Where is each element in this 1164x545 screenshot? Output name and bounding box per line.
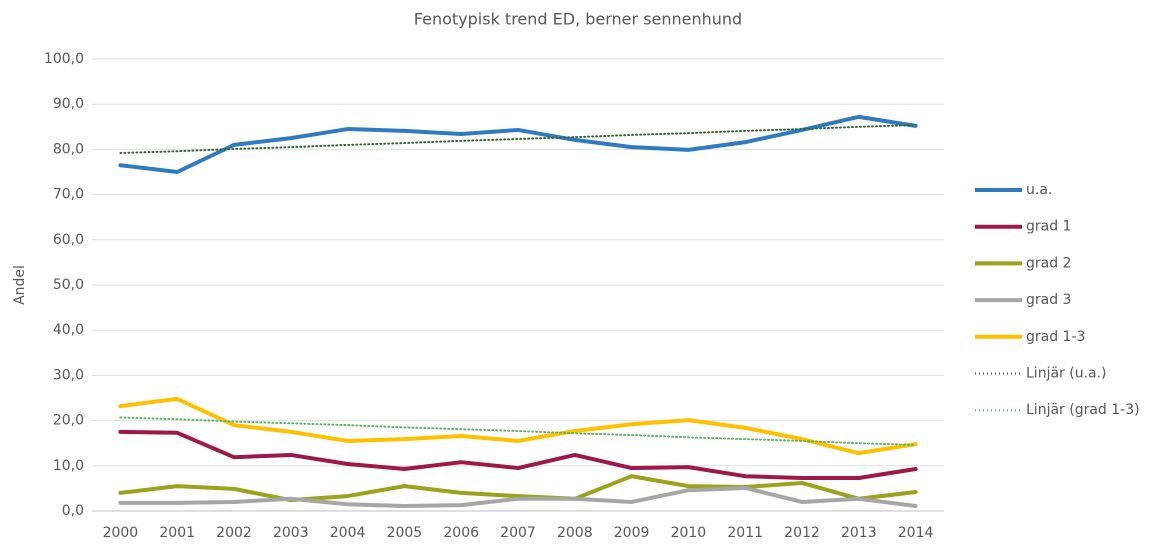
series-line (118, 485, 918, 509)
x-tick-label: 2001 (159, 525, 195, 541)
x-tick-label: 2004 (330, 525, 366, 541)
x-tick-label: 2009 (614, 525, 650, 541)
legend-label: grad 1-3 (1026, 329, 1085, 345)
chart-title: Fenotypisk trend ED, berner sennenhund (414, 10, 742, 29)
x-tick-label: 2005 (387, 525, 423, 541)
y-tick-label: 100,0 (44, 51, 84, 67)
legend-label: grad 3 (1026, 292, 1071, 308)
y-tick-label: 10,0 (53, 458, 84, 474)
y-tick-label: 90,0 (53, 96, 84, 112)
x-tick-label: 2002 (216, 525, 252, 541)
y-tick-label: 70,0 (53, 187, 84, 203)
y-tick-label: 20,0 (53, 413, 84, 429)
y-tick-label: 80,0 (53, 141, 84, 157)
y-tick-label: 60,0 (53, 232, 84, 248)
y-tick-label: 0,0 (62, 503, 84, 519)
y-tick-label: 40,0 (53, 322, 84, 338)
x-tick-label: 2007 (500, 525, 536, 541)
trend-line (119, 416, 917, 447)
legend-label: Linjär (u.a.) (1026, 366, 1107, 382)
x-tick-label: 2013 (841, 525, 877, 541)
series-line (118, 429, 918, 481)
y-tick-label: 30,0 (53, 367, 84, 383)
legend-label: grad 1 (1026, 219, 1071, 235)
x-tick-label: 2000 (103, 525, 139, 541)
x-tick-label: 2014 (898, 525, 934, 541)
legend-label: grad 2 (1026, 255, 1071, 271)
legend-label: Linjär (grad 1-3) (1026, 402, 1140, 418)
x-tick-label: 2012 (784, 525, 820, 541)
legend-label: u.a. (1026, 182, 1052, 198)
x-tick-label: 2011 (727, 525, 763, 541)
series-line (118, 114, 918, 174)
series-line (118, 474, 918, 503)
x-tick-label: 2003 (273, 525, 309, 541)
trend-line (119, 123, 917, 155)
x-tick-label: 2008 (557, 525, 593, 541)
y-tick-label: 50,0 (53, 277, 84, 293)
y-axis-label: Andel (12, 265, 28, 305)
series-line (118, 396, 918, 456)
x-tick-label: 2006 (443, 525, 479, 541)
x-tick-label: 2010 (671, 525, 707, 541)
